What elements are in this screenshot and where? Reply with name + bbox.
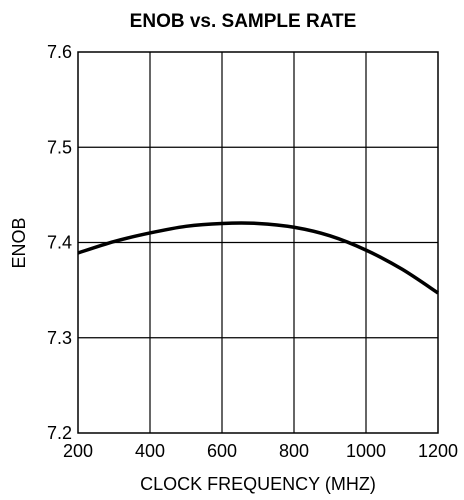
x-tick-label: 1000 [346, 441, 386, 461]
x-tick-label: 600 [207, 441, 237, 461]
x-tick-label: 1200 [418, 441, 458, 461]
tick-labels: 200 400 600 800 1000 1200 7.2 7.3 7.4 7.5 7.6 [47, 42, 458, 461]
y-tick-label: 7.4 [47, 233, 72, 253]
enob-series-line [77, 221, 439, 295]
x-tick-label: 800 [279, 441, 309, 461]
y-axis-label: ENOB [9, 217, 29, 268]
grid [78, 52, 438, 433]
plot-frame [77, 51, 439, 434]
y-tick-label: 7.2 [47, 423, 72, 443]
chart-title: ENOB vs. SAMPLE RATE [130, 11, 357, 32]
y-tick-label: 7.3 [47, 328, 72, 348]
x-tick-label: 200 [63, 441, 93, 461]
x-tick-label: 400 [135, 441, 165, 461]
x-axis-label: CLOCK FREQUENCY (MHZ) [140, 474, 376, 494]
y-tick-label: 7.5 [47, 137, 72, 157]
data-lines [77, 221, 439, 295]
y-tick-label: 7.6 [47, 42, 72, 62]
